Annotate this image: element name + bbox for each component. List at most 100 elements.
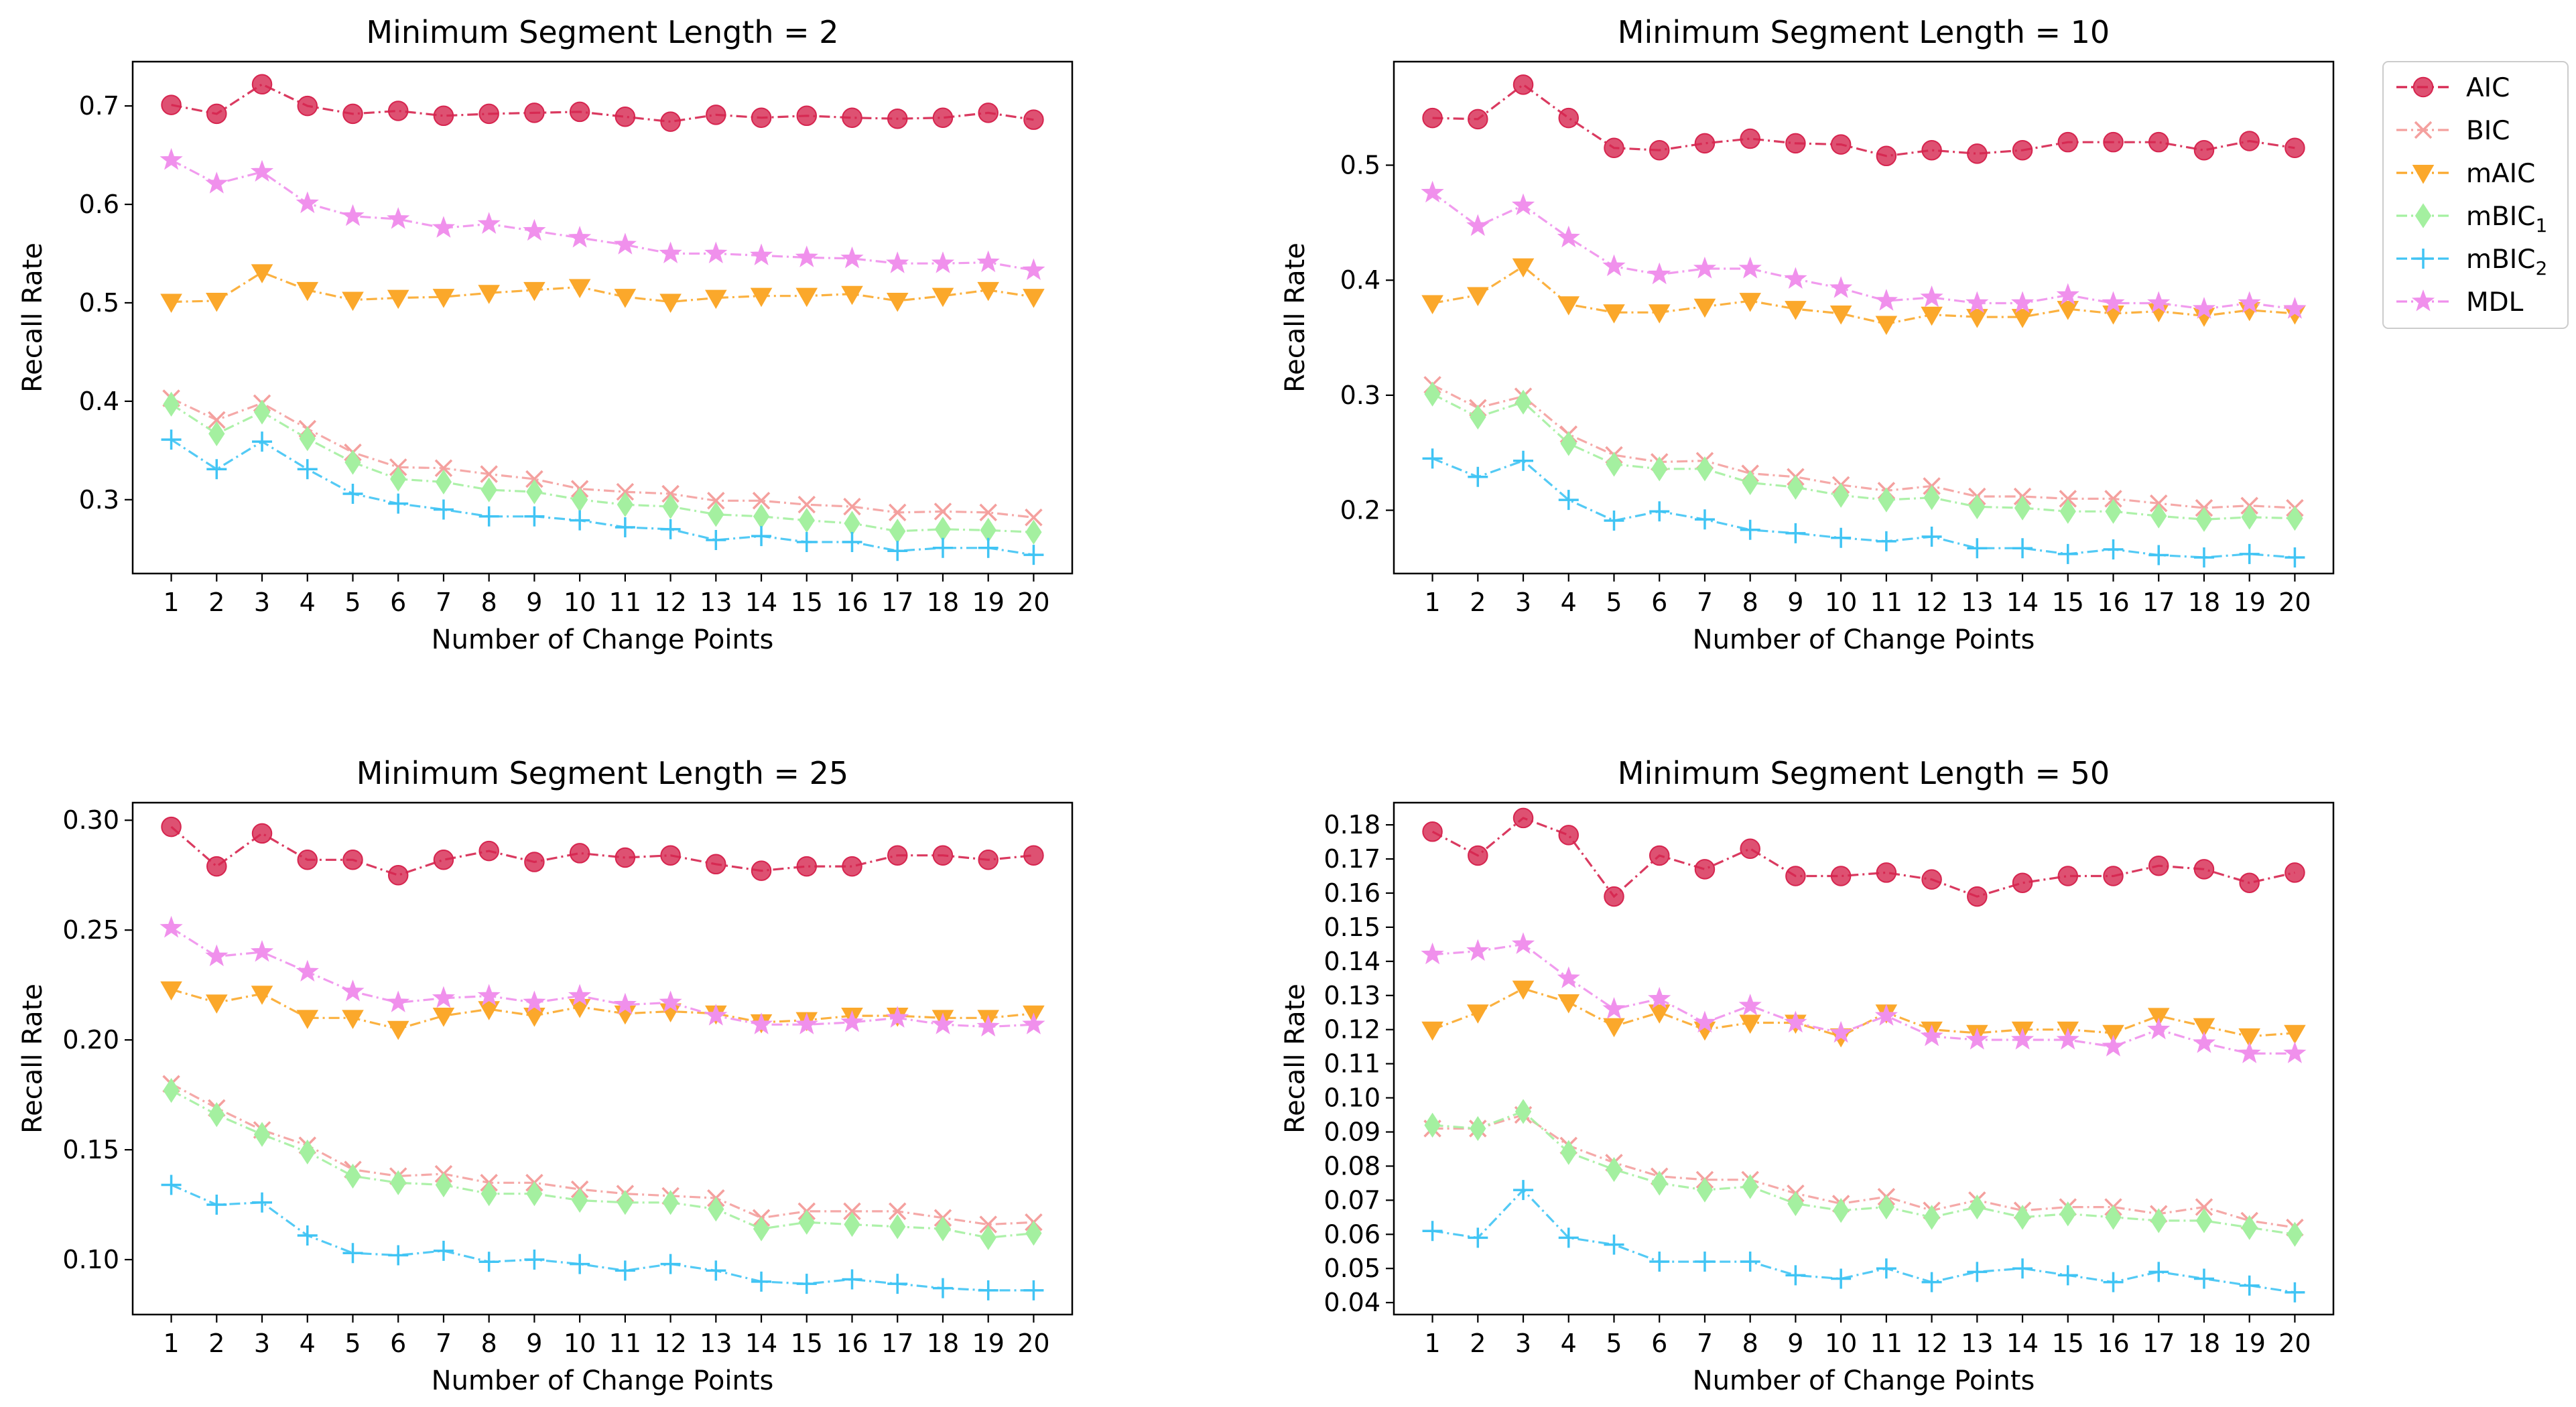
data-point [1468,466,1488,487]
legend-label: MDL [2466,287,2524,318]
data-point [932,107,954,128]
x-tick-label: 3 [1515,588,1531,617]
x-tick-label: 2 [208,1329,224,1358]
data-point [934,1216,952,1242]
x-tick-label: 18 [2188,1329,2220,1358]
data-point [1920,1024,1943,1047]
data-point [1025,1221,1042,1246]
y-tick-label: 0.20 [62,1025,119,1055]
data-point [977,281,999,302]
plot-frame [1393,801,2335,1316]
x-tick-label: 16 [2097,1329,2129,1358]
y-tick-label: 0.12 [1324,1015,1380,1045]
data-point [568,226,592,248]
data-point [570,510,590,531]
data-point [1876,531,1896,551]
series-line-mAIC [1432,265,2295,326]
data-point [2059,1201,2076,1227]
data-point [2241,505,2258,530]
data-point [2195,507,2213,532]
data-point [614,289,637,308]
data-point [841,285,863,306]
series-AIC [161,74,1044,132]
x-tick-label: 4 [1561,588,1577,617]
data-point [978,103,999,123]
series-line-mBIC2 [170,438,1034,556]
x-tick-label: 17 [881,1329,913,1358]
data-point [2193,139,2215,161]
y-tick-label: 0.17 [1324,844,1380,874]
y-tick-label: 0.04 [1324,1288,1380,1317]
data-point [889,519,906,544]
data-point [1921,306,1943,326]
legend-label-text: BIC [2466,116,2510,146]
legend-entry-mBIC2: mBIC2 [2396,245,2547,279]
data-point [299,1139,316,1164]
data-point [1466,939,1490,961]
x-tick-label: 2 [1470,588,1486,617]
data-point [526,1181,543,1207]
data-point [1738,257,1762,279]
data-point [1966,309,1988,328]
series-line-mAIC [1432,987,2295,1038]
data-point [1602,997,1626,1019]
data-point [2103,1272,2124,1292]
data-point [208,421,225,446]
data-point [2238,1041,2261,1063]
data-point [2102,291,2125,314]
data-point [387,1020,409,1041]
data-point [2287,1221,2303,1247]
data-point [1424,1112,1441,1138]
data-point [1874,1004,1898,1026]
data-point [435,469,452,494]
data-point [933,503,952,521]
x-axis-label: Number of Change Points [1693,1365,2035,1396]
data-point [1785,523,1806,543]
data-point [2057,131,2079,153]
data-point [2057,866,2079,886]
data-point [523,281,545,302]
data-point [1832,1198,1850,1223]
data-point [390,1170,407,1195]
data-point [1694,133,1716,154]
series-mAIC [160,264,1045,314]
data-point [297,459,318,480]
data-point [1422,821,1443,842]
data-point [478,840,499,862]
data-point [842,856,862,877]
legend-label: mBIC1 [2466,202,2547,237]
data-point [208,411,226,429]
data-point [1023,845,1044,866]
data-point [615,517,635,537]
data-point [796,856,818,877]
data-point [344,1163,361,1189]
data-point [1603,1018,1625,1038]
data-point [252,431,273,452]
series-MDL [1421,180,2307,319]
x-tick-label: 8 [1742,588,1758,617]
data-point [1740,128,1760,149]
data-point [390,466,407,492]
data-point [795,1012,818,1034]
data-point [387,864,409,886]
chart-panel-4: Minimum Segment Length = 501 2 3 4 5 6 7 8 9 10 11… [1280,755,2335,1396]
data-point [387,100,409,121]
data-point [1470,404,1486,430]
data-point [795,287,818,308]
data-point [1693,1010,1717,1033]
data-point [296,959,319,982]
data-point [617,1190,634,1215]
data-point [660,845,681,866]
y-tick-label: 0.4 [1340,265,1380,295]
data-point [660,111,681,132]
x-tick-label: 9 [526,588,542,617]
data-point [795,245,818,267]
data-point [2284,547,2305,567]
data-point [1557,966,1580,988]
series-mAIC [160,981,1045,1041]
x-tick-label: 7 [436,1329,452,1358]
data-point [2103,866,2124,886]
series-mBIC1 [1424,381,2303,532]
data-point [1649,1252,1670,1272]
series-MDL [1421,932,2307,1063]
